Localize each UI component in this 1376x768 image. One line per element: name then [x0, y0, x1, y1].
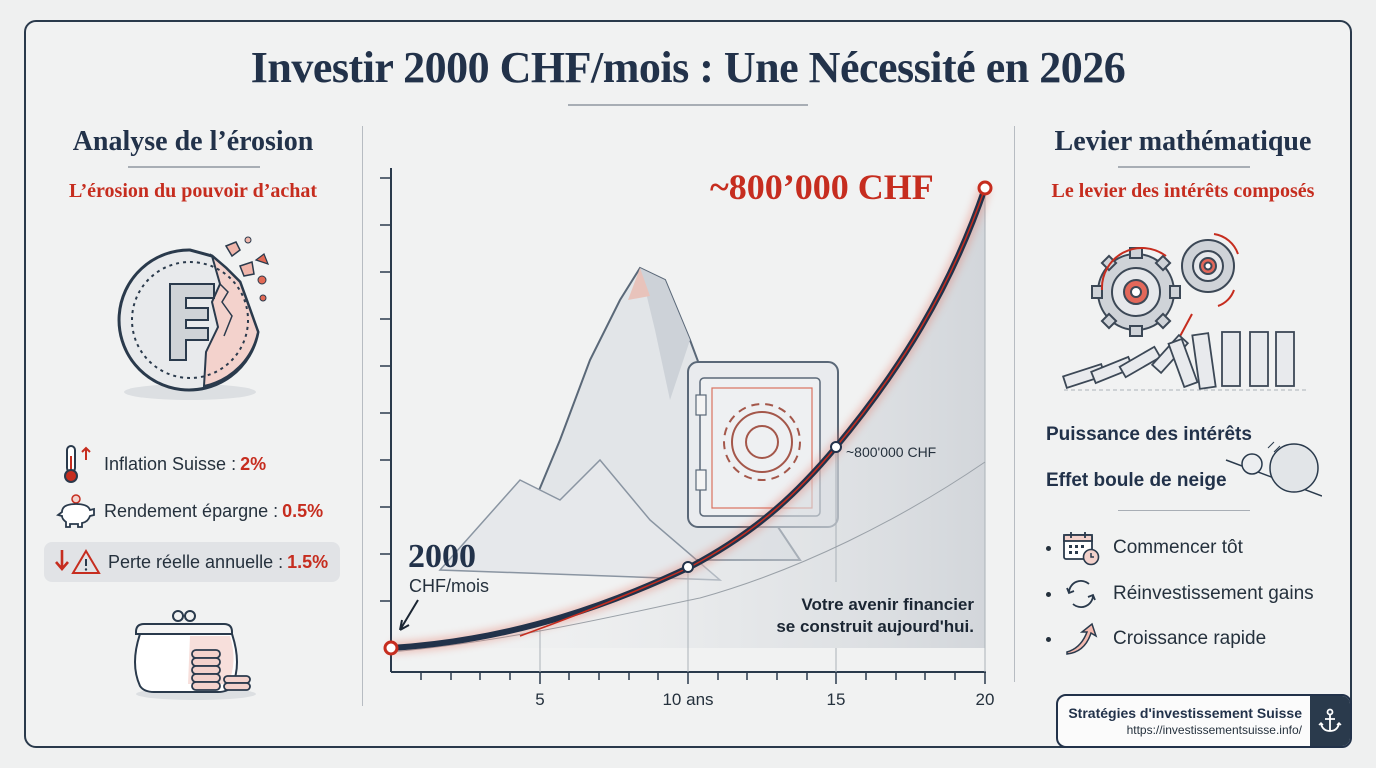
data-point-15 — [830, 441, 842, 453]
gears-dominoes-icon — [1061, 233, 1306, 391]
data-point-end — [977, 180, 993, 196]
chart-tagline: Votre avenir financier se construit aujo… — [740, 594, 974, 638]
page-title: Investir 2000 CHF/mois : Une Nécessité e… — [250, 43, 1126, 92]
bullet-growth: Croissance rapide — [1046, 622, 1266, 656]
stat-savings: Rendement épargne : 0.5% — [56, 494, 323, 528]
bullet-reinvest: Réinvestissement gains — [1046, 578, 1314, 610]
anchor-icon — [1310, 696, 1350, 746]
x-tick-15: 15 — [826, 690, 846, 709]
bullet-label: Croissance rapide — [1113, 628, 1267, 649]
right-panel-rule — [1118, 166, 1250, 168]
stat-inflation: Inflation Suisse : 2% — [56, 444, 266, 484]
thermometer-up-icon — [56, 444, 96, 484]
left-divider — [362, 126, 363, 706]
mid-value-label: ~800'000 CHF — [846, 444, 937, 460]
right-panel-subtitle: Le levier des intérêts composés — [1051, 180, 1315, 202]
x-tick-10: 10 ans — [662, 690, 714, 709]
stat-value: 1.5% — [287, 551, 329, 572]
purse-coins-icon — [134, 610, 256, 700]
refresh-cycle-icon — [1061, 578, 1101, 610]
end-value-label: ~800’000 CHF — [710, 167, 934, 207]
bullet-dot — [1046, 545, 1051, 551]
tagline-line-1: Votre avenir financier — [801, 595, 974, 614]
title-divider — [568, 104, 808, 106]
x-tick-5: 5 — [535, 690, 545, 709]
brand-url[interactable]: https://investissementsuisse.info/ — [1126, 723, 1302, 737]
growth-arrow-icon — [1061, 622, 1101, 656]
brand-text: Stratégies d'investissement Suisse https… — [1058, 696, 1310, 746]
data-point-10 — [682, 561, 694, 573]
left-panel-rule — [128, 166, 260, 168]
right-divider — [1014, 126, 1015, 682]
stat-value: 0.5% — [282, 500, 324, 521]
left-panel-title: Analyse de l’érosion — [72, 126, 314, 157]
stat-value: 2% — [240, 453, 267, 474]
left-panel-subtitle: L’érosion du pouvoir d’achat — [68, 180, 318, 202]
bullet-dot — [1046, 636, 1051, 642]
warning-down-icon — [54, 548, 102, 576]
start-value-label: 2000 — [408, 538, 476, 575]
stat-label: Inflation Suisse : — [104, 453, 237, 474]
stat-label: Rendement épargne : — [104, 500, 279, 521]
piggy-bank-icon — [56, 494, 96, 528]
stat-label: Perte réelle annuelle : — [108, 551, 284, 572]
bullet-label: Réinvestissement gains — [1113, 583, 1314, 604]
cracked-franc-coin-icon — [117, 236, 270, 400]
feature-compound-power: Puissance des intérêts — [1046, 424, 1252, 445]
x-tick-20: 20 — [975, 690, 995, 709]
right-panel-title: Levier mathématique — [1054, 126, 1312, 157]
snowball-icon — [1225, 441, 1322, 497]
bullet-start-early: Commencer tôt — [1046, 530, 1243, 566]
data-point-start — [383, 640, 399, 656]
chart-canvas — [380, 168, 993, 684]
start-unit-label: CHF/mois — [409, 576, 489, 596]
bullet-label: Commencer tôt — [1113, 537, 1243, 558]
right-list-rule — [1118, 510, 1250, 511]
bullet-dot — [1046, 591, 1051, 597]
tagline-line-2: se construit aujourd'hui. — [776, 617, 974, 636]
brand-name: Stratégies d'investissement Suisse — [1068, 705, 1302, 721]
calendar-clock-icon — [1061, 530, 1101, 566]
feature-snowball-effect: Effet boule de neige — [1046, 470, 1227, 491]
brand-badge[interactable]: Stratégies d'investissement Suisse https… — [1056, 694, 1352, 748]
stat-real-loss: Perte réelle annuelle : 1.5% — [44, 542, 341, 582]
